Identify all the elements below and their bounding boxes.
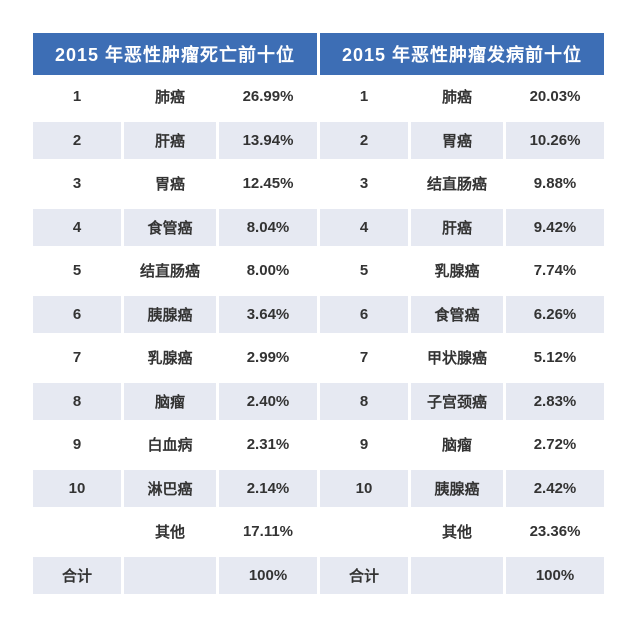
name-cell: 甲状腺癌 bbox=[426, 350, 487, 368]
table-row: 1 肺癌 26.99% 1 肺癌 20.03% bbox=[33, 75, 604, 119]
table-row: 8 脑瘤 2.40% 8 子宫颈癌 2.83% bbox=[33, 380, 604, 424]
rank-cell: 3 bbox=[359, 175, 369, 193]
pct-cell: 2.40% bbox=[219, 383, 317, 420]
name-cell: 肝癌 bbox=[411, 209, 503, 246]
rank-cell: 6 bbox=[320, 296, 408, 333]
name-cell: 食管癌 bbox=[411, 296, 503, 333]
pct-cell: 2.99% bbox=[246, 349, 290, 367]
name-cell: 淋巴癌 bbox=[124, 470, 216, 507]
mortality-table-title: 2015 年恶性肿瘤死亡前十位 bbox=[33, 33, 317, 75]
rank-cell: 1 bbox=[72, 88, 82, 106]
rank-cell: 5 bbox=[359, 262, 369, 280]
rank-cell: 合计 bbox=[33, 557, 121, 594]
pct-cell: 8.00% bbox=[246, 262, 290, 280]
name-cell: 胃癌 bbox=[154, 176, 185, 194]
rank-cell: 9 bbox=[72, 436, 82, 454]
table-row: 合计 100% 合计 100% bbox=[33, 554, 604, 598]
pct-cell: 9.42% bbox=[506, 209, 604, 246]
rank-cell: 6 bbox=[33, 296, 121, 333]
table-row: 4 食管癌 8.04% 4 肝癌 9.42% bbox=[33, 206, 604, 250]
rank-cell: 3 bbox=[72, 175, 82, 193]
name-cell: 脑瘤 bbox=[441, 437, 472, 455]
name-cell: 肺癌 bbox=[441, 89, 472, 107]
rank-cell: 10 bbox=[320, 470, 408, 507]
table-row: 5 结直肠癌 8.00% 5 乳腺癌 7.74% bbox=[33, 249, 604, 293]
pct-cell: 8.04% bbox=[219, 209, 317, 246]
cancer-statistics-table: 2015 年恶性肿瘤死亡前十位 2015 年恶性肿瘤发病前十位 1 肺癌 26.99… bbox=[33, 33, 604, 597]
name-cell: 子宫颈癌 bbox=[411, 383, 503, 420]
table-row: 7 乳腺癌 2.99% 7 甲状腺癌 5.12% bbox=[33, 336, 604, 380]
pct-cell: 100% bbox=[506, 557, 604, 594]
table-row: 10 淋巴癌 2.14% 10 胰腺癌 2.42% bbox=[33, 467, 604, 511]
name-cell: 结直肠癌 bbox=[139, 263, 200, 281]
name-cell: 胰腺癌 bbox=[411, 470, 503, 507]
rank-cell bbox=[33, 514, 121, 551]
table-row: 3 胃癌 12.45% 3 结直肠癌 9.88% bbox=[33, 162, 604, 206]
rank-cell: 1 bbox=[359, 88, 369, 106]
incidence-table-title: 2015 年恶性肿瘤发病前十位 bbox=[320, 33, 604, 75]
rank-cell bbox=[320, 514, 408, 551]
rank-cell: 8 bbox=[33, 383, 121, 420]
rank-cell: 5 bbox=[72, 262, 82, 280]
name-cell: 食管癌 bbox=[124, 209, 216, 246]
pct-cell: 12.45% bbox=[242, 175, 294, 193]
table-row: 2 肝癌 13.94% 2 胃癌 10.26% bbox=[33, 119, 604, 163]
table-row: 6 胰腺癌 3.64% 6 食管癌 6.26% bbox=[33, 293, 604, 337]
pct-cell: 5.12% bbox=[533, 349, 577, 367]
pct-cell: 2.42% bbox=[506, 470, 604, 507]
name-cell: 脑瘤 bbox=[124, 383, 216, 420]
table-row: 其他 17.11% 其他 23.36% bbox=[33, 510, 604, 554]
rank-cell: 2 bbox=[33, 122, 121, 159]
rank-cell: 4 bbox=[33, 209, 121, 246]
rank-cell: 7 bbox=[72, 349, 82, 367]
pct-cell: 7.74% bbox=[533, 262, 577, 280]
name-cell bbox=[124, 557, 216, 594]
rank-cell: 10 bbox=[33, 470, 121, 507]
pct-cell: 26.99% bbox=[242, 88, 294, 106]
name-cell: 乳腺癌 bbox=[434, 263, 480, 281]
rank-cell: 合计 bbox=[320, 557, 408, 594]
name-cell: 乳腺癌 bbox=[147, 350, 193, 368]
pct-cell: 10.26% bbox=[506, 122, 604, 159]
pct-cell: 6.26% bbox=[506, 296, 604, 333]
name-cell: 结直肠癌 bbox=[426, 176, 487, 194]
name-cell: 肝癌 bbox=[124, 122, 216, 159]
name-cell: 白血病 bbox=[147, 437, 193, 455]
table-body: 1 肺癌 26.99% 1 肺癌 20.03% 2 肝癌 13.94% 2 胃癌 10.26% 3 胃癌 1… bbox=[33, 75, 604, 597]
table-row: 9 白血病 2.31% 9 脑瘤 2.72% bbox=[33, 423, 604, 467]
pct-cell: 2.31% bbox=[246, 436, 290, 454]
pct-cell: 9.88% bbox=[533, 175, 577, 193]
rank-cell: 4 bbox=[320, 209, 408, 246]
pct-cell: 100% bbox=[219, 557, 317, 594]
rank-cell: 2 bbox=[320, 122, 408, 159]
pct-cell: 13.94% bbox=[219, 122, 317, 159]
pct-cell: 2.83% bbox=[506, 383, 604, 420]
pct-cell: 3.64% bbox=[219, 296, 317, 333]
rank-cell: 8 bbox=[320, 383, 408, 420]
pct-cell: 23.36% bbox=[529, 523, 581, 541]
table-header-row: 2015 年恶性肿瘤死亡前十位 2015 年恶性肿瘤发病前十位 bbox=[33, 33, 604, 75]
name-cell: 胃癌 bbox=[411, 122, 503, 159]
pct-cell: 2.14% bbox=[219, 470, 317, 507]
rank-cell: 7 bbox=[359, 349, 369, 367]
name-cell: 胰腺癌 bbox=[124, 296, 216, 333]
rank-cell: 9 bbox=[359, 436, 369, 454]
name-cell: 其他 bbox=[441, 524, 472, 542]
name-cell: 其他 bbox=[154, 524, 185, 542]
pct-cell: 2.72% bbox=[533, 436, 577, 454]
pct-cell: 20.03% bbox=[529, 88, 581, 106]
pct-cell: 17.11% bbox=[242, 523, 294, 541]
name-cell bbox=[411, 557, 503, 594]
name-cell: 肺癌 bbox=[154, 89, 185, 107]
